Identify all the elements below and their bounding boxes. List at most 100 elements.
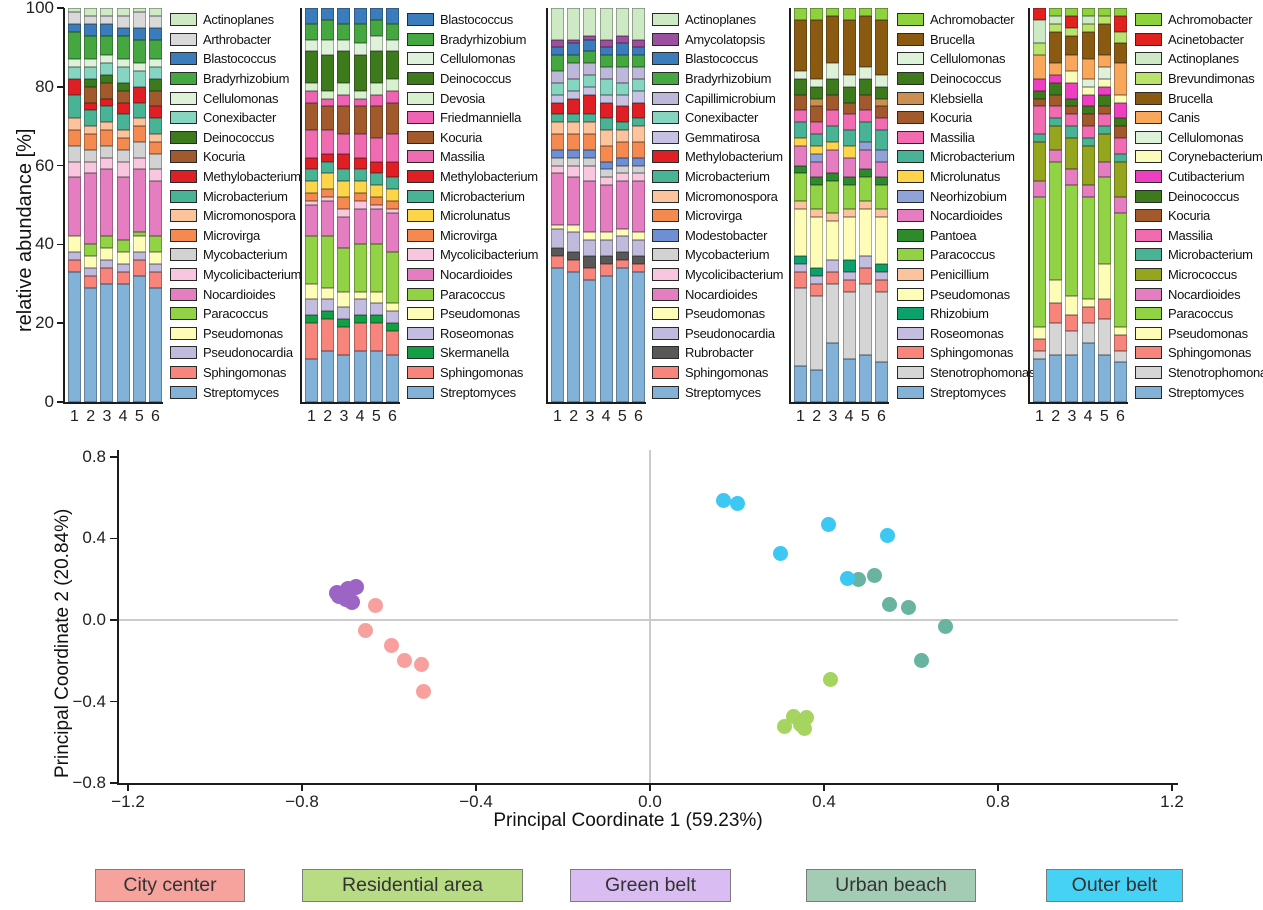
bar-segment [842, 260, 856, 272]
bar-segment [875, 185, 888, 209]
legend-swatch [1135, 32, 1162, 46]
legend-item: Methylobacterium [407, 167, 538, 187]
bar-segment [1097, 134, 1111, 162]
bar-segment [1114, 327, 1127, 335]
legend-taxon-label: Deinococcus [440, 71, 512, 87]
bar-segment [567, 149, 581, 158]
legend-swatch [1135, 52, 1162, 66]
bar-segment [132, 8, 146, 12]
legend-swatch [407, 189, 434, 203]
bar-segment [583, 94, 597, 115]
bar-segment [1114, 212, 1127, 328]
bar-segment [116, 59, 130, 68]
legend-swatch [1135, 150, 1162, 164]
stacked-bar [68, 8, 81, 402]
legend-taxon-label: Microvirga [685, 208, 742, 224]
legend-swatch [652, 366, 679, 380]
legend-item: Roseomonas [407, 324, 514, 344]
bar-segment [1065, 295, 1079, 316]
legend-swatch [1135, 72, 1162, 86]
bar-segment [149, 90, 162, 107]
scatter-point [820, 516, 836, 532]
legend-item: Pseudomonas [897, 284, 1010, 304]
bar-segment [875, 208, 888, 217]
legend-taxon-label: Klebsiella [930, 90, 983, 106]
bar-segment [353, 291, 367, 300]
legend-swatch [652, 91, 679, 105]
bar-segment [1097, 354, 1111, 402]
bar-segment [1049, 74, 1063, 83]
bar-panel-y-axis [300, 8, 302, 404]
bar-x-tick-label: 4 [601, 408, 611, 425]
bar-segment [599, 102, 613, 119]
bar-segment [632, 67, 645, 79]
bar-segment [1049, 23, 1063, 32]
legend-taxon-label: Sphingomonas [203, 365, 287, 381]
bar-segment [321, 153, 335, 162]
legend-item: Acinetobacter [1135, 30, 1244, 50]
legend-item: Microvirga [652, 206, 742, 226]
bar-x-tick-label: 5 [617, 408, 627, 425]
legend-item: Neorhizobium [897, 186, 1007, 206]
bar-segment [386, 51, 399, 79]
bar-segment [321, 287, 335, 300]
bar-segment [337, 153, 351, 170]
bar-segment [567, 134, 581, 150]
bar-segment [599, 47, 613, 56]
bar-segment [100, 8, 114, 16]
legend-item: Microvirga [170, 226, 260, 246]
bar-segment [599, 118, 613, 131]
bar-segment [858, 169, 872, 178]
bar-segment [1065, 15, 1079, 28]
bar-segment [1049, 82, 1063, 95]
bar-segment [632, 47, 645, 56]
bar-segment [321, 350, 335, 402]
legend-taxon-label: Blastococcus [685, 51, 758, 67]
bar-x-tick-label: 2 [1051, 408, 1061, 425]
legend-taxon-label: Actinoplanes [1168, 51, 1239, 67]
bar-segment [149, 67, 162, 79]
bar-segment [1033, 19, 1046, 44]
legend-swatch [407, 170, 434, 184]
bar-y-tick [57, 322, 64, 324]
bar-segment [632, 102, 645, 119]
bar-segment [875, 130, 888, 150]
bar-x-tick-label: 4 [355, 408, 365, 425]
bar-segment [116, 114, 130, 131]
bar-segment [1033, 141, 1046, 182]
site-label: Outer belt [1046, 869, 1183, 902]
bar-segment [1081, 23, 1095, 32]
bar-segment [100, 106, 114, 123]
bar-segment [583, 122, 597, 135]
legend-item: Streptomyces [407, 382, 516, 402]
bar-segment [842, 102, 856, 115]
legend-taxon-label: Streptomyces [685, 384, 761, 400]
bar-segment [615, 260, 629, 268]
legend-taxon-label: Streptomyces [1168, 384, 1244, 400]
bar-y-tick-label: 0 [44, 392, 54, 411]
bar-segment [599, 240, 613, 257]
legend-taxon-label: Cellulomonas [930, 51, 1006, 67]
bar-segment [100, 35, 114, 56]
bar-segment [875, 86, 888, 99]
bar-segment [353, 8, 367, 24]
legend-swatch [1135, 170, 1162, 184]
legend-taxon-label: Blastococcus [203, 51, 276, 67]
legend-swatch [897, 326, 924, 340]
legend-item: Achromobacter [1135, 10, 1253, 30]
stacked-bar [1097, 8, 1111, 402]
legend-swatch [897, 248, 924, 262]
bar-segment [810, 122, 824, 135]
bar-segment [305, 157, 318, 170]
bar-segment [149, 78, 162, 91]
bar-segment [116, 252, 130, 264]
legend-item: Cellulomonas [170, 88, 278, 108]
bar-segment [1114, 153, 1127, 162]
legend-taxon-label: Nocardioides [930, 208, 1003, 224]
bar-segment [1049, 149, 1063, 162]
legend-item: Kocuria [170, 147, 245, 167]
bar-segment [583, 279, 597, 402]
scatter-point [357, 622, 373, 638]
scatter-point [796, 720, 812, 736]
legend-taxon-label: Rhizobium [930, 306, 989, 322]
